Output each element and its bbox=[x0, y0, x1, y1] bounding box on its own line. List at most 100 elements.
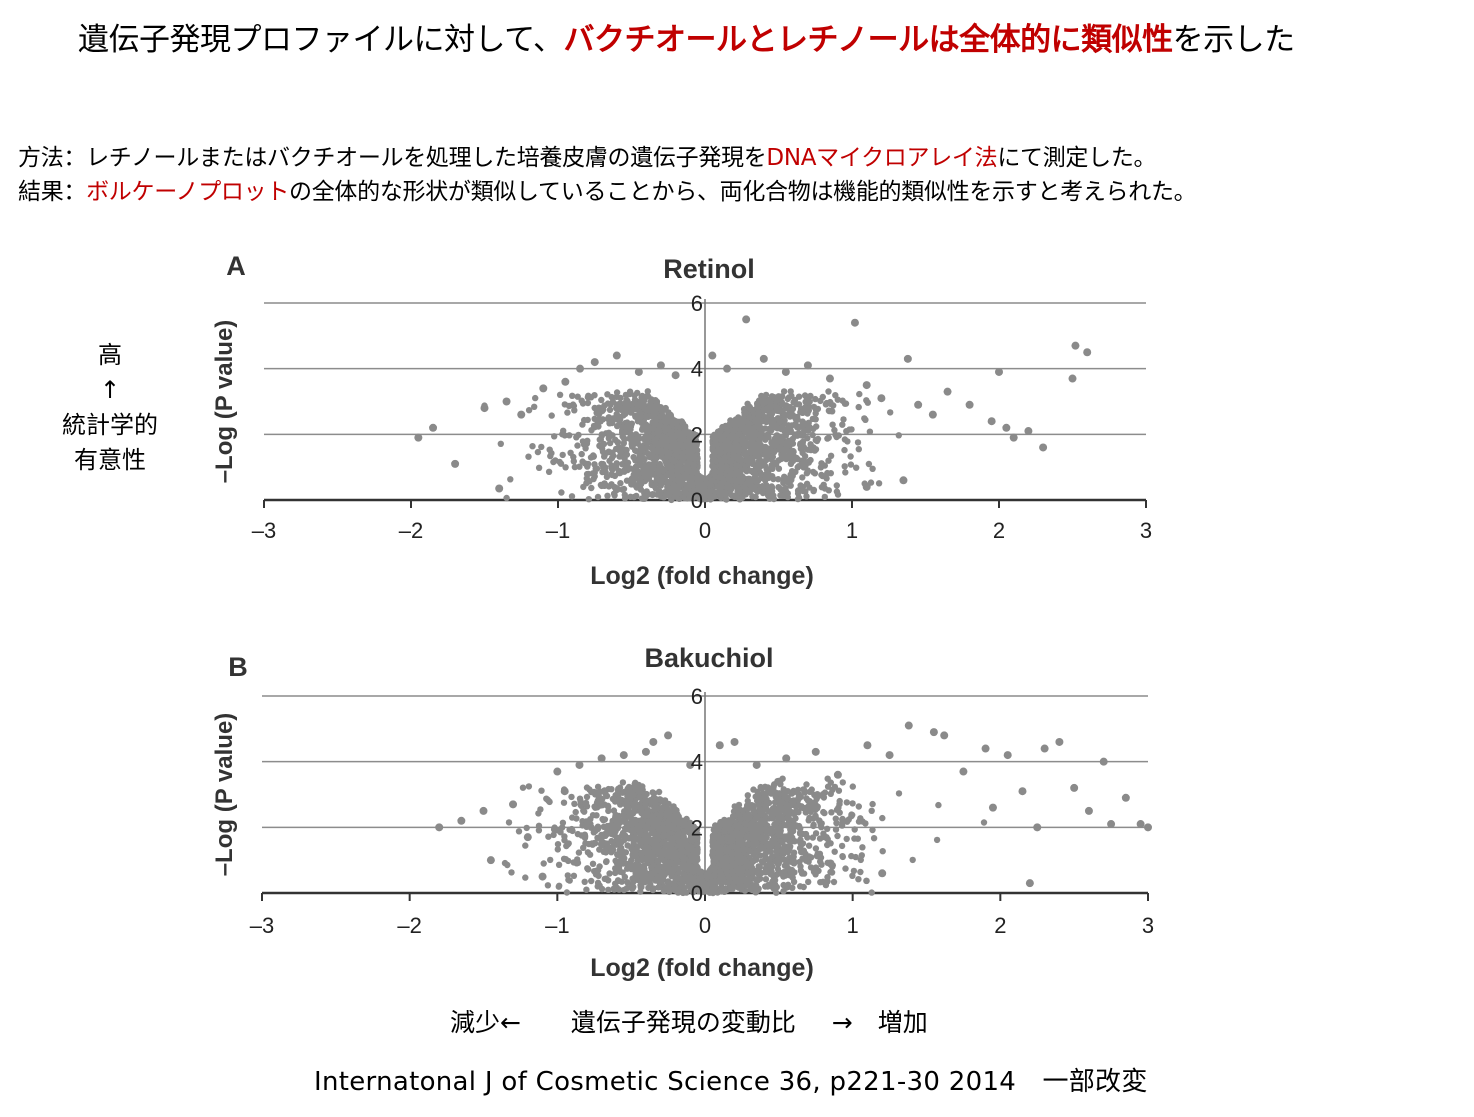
data-point bbox=[844, 438, 851, 445]
method-text-a: レチノールまたはバクチオールを処理した培養皮膚の遺伝子発現を bbox=[86, 145, 767, 171]
data-point bbox=[729, 816, 736, 823]
data-point bbox=[692, 432, 700, 439]
data-point bbox=[754, 788, 761, 795]
data-point bbox=[765, 484, 772, 491]
data-point bbox=[559, 819, 567, 826]
data-point bbox=[774, 842, 781, 849]
data-point bbox=[660, 414, 668, 422]
data-point bbox=[980, 819, 988, 826]
data-point bbox=[648, 444, 655, 452]
data-point bbox=[799, 418, 806, 425]
data-point bbox=[1024, 427, 1033, 436]
data-point bbox=[522, 842, 529, 849]
data-point bbox=[525, 407, 533, 414]
data-point bbox=[539, 384, 548, 393]
data-point bbox=[850, 867, 858, 875]
data-point bbox=[569, 392, 576, 399]
data-point bbox=[849, 800, 856, 807]
y-tick-label: 2 bbox=[691, 422, 703, 447]
data-point bbox=[753, 876, 760, 883]
data-point bbox=[605, 449, 612, 456]
data-point bbox=[606, 406, 614, 413]
data-point bbox=[870, 835, 878, 842]
data-point bbox=[721, 437, 729, 444]
data-point bbox=[824, 775, 831, 782]
data-point bbox=[608, 471, 616, 479]
data-point bbox=[855, 818, 863, 825]
data-point bbox=[670, 438, 678, 446]
data-point bbox=[683, 485, 690, 492]
data-point bbox=[879, 814, 886, 822]
data-point bbox=[665, 800, 672, 808]
data-point bbox=[812, 395, 819, 403]
data-point bbox=[763, 834, 770, 841]
data-point bbox=[775, 484, 782, 491]
data-point bbox=[899, 476, 908, 485]
method-line: 方法：レチノールまたはバクチオールを処理した培養皮膚の遺伝子発現をDNAマイクロ… bbox=[18, 138, 1157, 172]
data-point bbox=[682, 471, 690, 478]
data-point bbox=[733, 436, 740, 444]
data-point bbox=[573, 860, 580, 867]
data-point bbox=[561, 377, 570, 386]
data-point bbox=[689, 889, 697, 896]
data-point bbox=[583, 886, 590, 893]
data-point bbox=[840, 416, 847, 423]
data-point bbox=[568, 793, 575, 801]
x-tick-label: 2 bbox=[993, 518, 1005, 543]
data-point bbox=[671, 493, 679, 500]
data-point bbox=[773, 847, 781, 854]
data-point bbox=[613, 487, 620, 494]
data-point bbox=[631, 805, 638, 812]
data-point bbox=[523, 824, 530, 832]
data-point bbox=[638, 447, 645, 454]
result-text: の全体的な形状が類似していることから、両化合物は機能的類似性を示すと考えられた。 bbox=[289, 179, 1197, 205]
data-point bbox=[560, 427, 567, 434]
data-point bbox=[627, 425, 634, 432]
data-point bbox=[600, 440, 608, 448]
data-point bbox=[869, 465, 876, 472]
data-point bbox=[612, 351, 621, 360]
data-point bbox=[735, 414, 742, 421]
data-point bbox=[753, 463, 760, 471]
data-point bbox=[635, 471, 642, 478]
data-point bbox=[825, 388, 832, 395]
data-point bbox=[708, 477, 716, 484]
data-point bbox=[616, 413, 624, 421]
data-point bbox=[752, 441, 759, 448]
data-point bbox=[650, 839, 657, 846]
data-point bbox=[1002, 423, 1011, 432]
data-point bbox=[793, 416, 800, 423]
data-point bbox=[642, 433, 650, 440]
x-tick-label: 1 bbox=[847, 913, 859, 938]
data-point bbox=[554, 846, 561, 853]
data-point bbox=[855, 403, 862, 411]
data-point bbox=[621, 468, 628, 475]
data-point bbox=[750, 434, 758, 441]
data-point bbox=[779, 439, 786, 447]
data-point bbox=[825, 407, 833, 414]
data-point bbox=[819, 878, 827, 885]
data-point bbox=[821, 493, 828, 501]
data-point bbox=[790, 878, 798, 885]
data-point bbox=[640, 420, 647, 428]
data-point bbox=[610, 885, 617, 892]
data-point bbox=[642, 466, 649, 474]
data-point bbox=[577, 801, 584, 809]
data-point bbox=[615, 402, 622, 410]
data-point bbox=[793, 432, 800, 439]
data-point bbox=[583, 793, 591, 801]
data-point bbox=[653, 398, 661, 405]
data-point bbox=[708, 351, 717, 360]
data-point bbox=[674, 468, 681, 475]
data-point bbox=[767, 399, 774, 407]
data-point bbox=[829, 421, 836, 428]
data-point bbox=[584, 399, 592, 407]
data-point bbox=[791, 454, 799, 461]
data-point bbox=[745, 841, 752, 848]
data-point bbox=[652, 485, 660, 492]
data-point bbox=[686, 456, 694, 463]
data-point bbox=[580, 807, 587, 814]
data-point bbox=[757, 783, 764, 791]
data-point bbox=[640, 495, 647, 502]
data-point bbox=[631, 447, 639, 454]
